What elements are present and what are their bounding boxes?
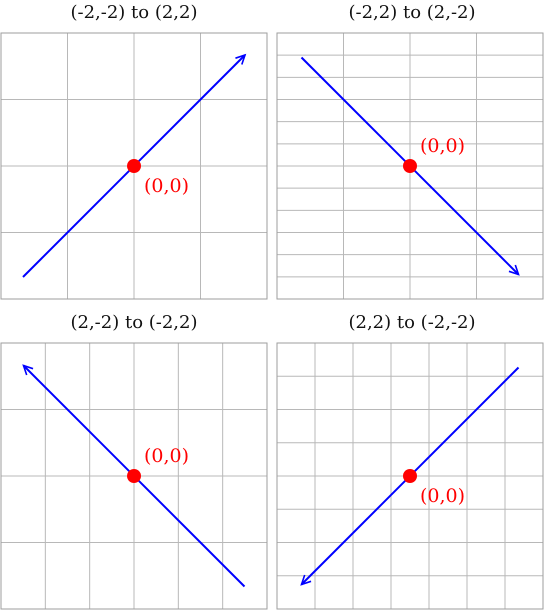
panel-frame <box>0 342 268 610</box>
panel-title: (-2,2) to (2,-2) <box>348 2 476 23</box>
panel-frame <box>276 32 544 300</box>
origin-label: (0,0) <box>420 135 465 157</box>
origin-label: (0,0) <box>144 175 189 197</box>
grid <box>277 343 543 609</box>
origin-point <box>403 469 417 483</box>
origin-point <box>403 159 417 173</box>
plot-panel: (0,0) <box>0 342 268 610</box>
panel-title: (2,-2) to (-2,2) <box>70 312 198 333</box>
panel-frame <box>276 342 544 610</box>
panel-title: (2,2) to (-2,-2) <box>348 312 476 333</box>
origin-label: (0,0) <box>144 445 189 467</box>
panel-title: (-2,-2) to (2,2) <box>70 2 198 23</box>
panel-frame <box>0 32 268 300</box>
plot-panel: (0,0) <box>0 32 268 300</box>
origin-label: (0,0) <box>420 485 465 507</box>
plot-panel: (0,0) <box>276 32 544 300</box>
origin-point <box>127 469 141 483</box>
origin-point <box>127 159 141 173</box>
plot-panel: (0,0) <box>276 342 544 610</box>
